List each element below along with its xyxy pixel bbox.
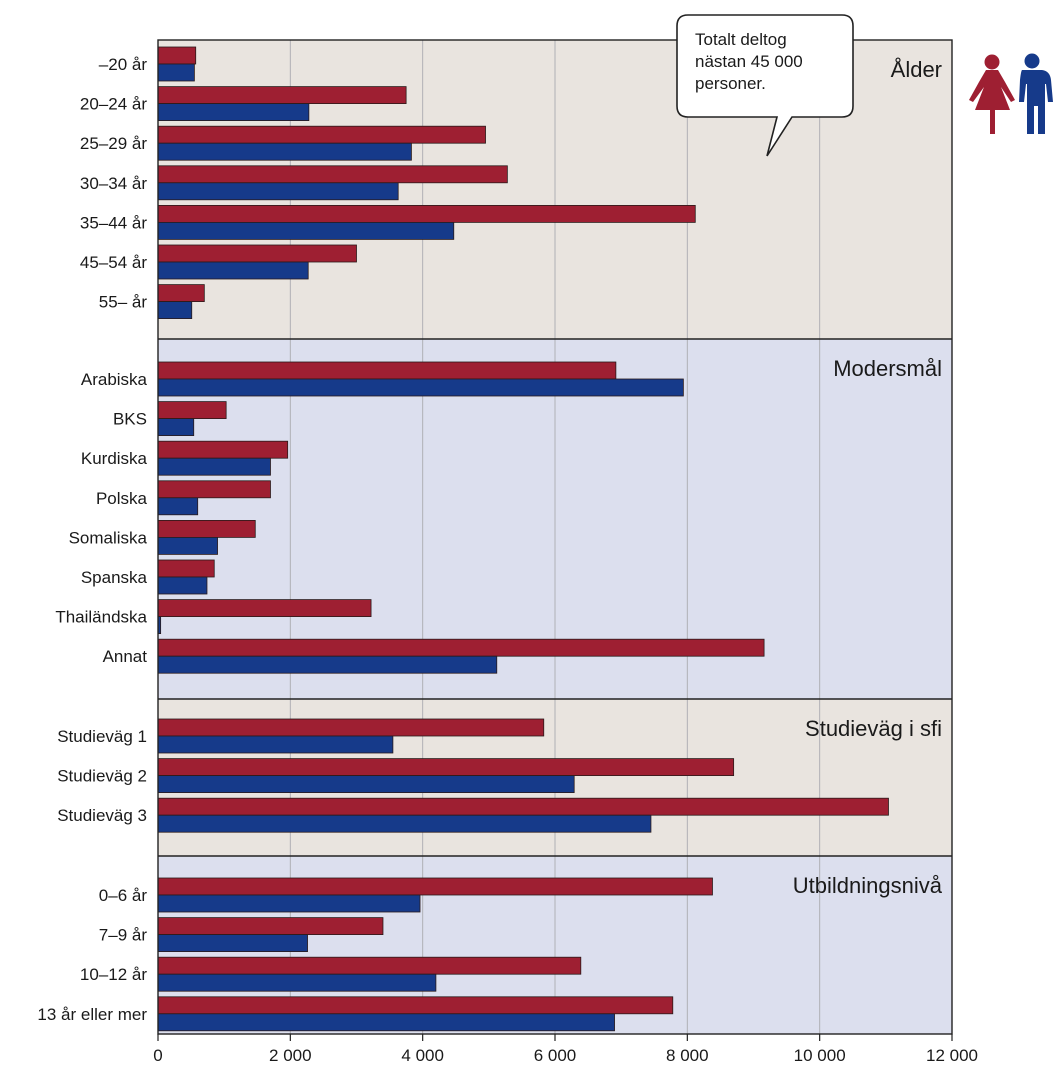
bar-men (157, 973, 437, 992)
bar-men (157, 934, 308, 952)
bar-men (157, 142, 412, 161)
bar-women (157, 125, 486, 144)
category-label: –20 år (99, 55, 148, 74)
bar-women (157, 877, 713, 896)
category-label: Studieväg 1 (57, 727, 147, 746)
x-tick-label: 2 000 (269, 1046, 312, 1065)
bar-men (157, 418, 195, 437)
bar-women (157, 559, 215, 578)
category-label: BKS (113, 410, 147, 429)
callout-bubble-shape (676, 14, 854, 157)
bar-women (157, 480, 271, 499)
bar-men (157, 378, 684, 397)
bar-men (157, 655, 498, 674)
category-labels: –20 år 20–24 år 25–29 år 30–34 år 35–44 år 45… (37, 55, 147, 1024)
category-label: Somaliska (69, 528, 148, 547)
bar-women (157, 520, 256, 538)
category-label: 13 år eller mer (37, 1005, 147, 1024)
bar-women (157, 244, 357, 263)
callout-line: Totalt deltog (695, 30, 787, 49)
bar-women (157, 917, 384, 935)
bar-women (157, 797, 889, 816)
bar-men (157, 221, 455, 240)
category-label: Studieväg 3 (57, 806, 147, 825)
bar-women (157, 718, 545, 737)
category-label: 55– år (99, 293, 148, 312)
bar-men (157, 63, 195, 82)
callout-line: personer. (695, 74, 766, 93)
bar-women (157, 284, 205, 303)
bar-men (157, 576, 208, 595)
panel-titles: Ålder Modersmål Studieväg i sfi Utbildnings… (793, 57, 943, 898)
bar-women (157, 956, 582, 975)
bar-men (157, 1013, 615, 1032)
man-icon (1019, 53, 1053, 134)
bar-women (157, 440, 289, 459)
category-label: 25–29 år (80, 134, 147, 153)
bar-women (157, 204, 696, 223)
x-tick-label: 10 000 (794, 1046, 846, 1065)
bar-women (157, 599, 372, 617)
callout: Totalt deltog nästan 45 000 personer. (677, 15, 853, 117)
bar-men (157, 537, 218, 555)
bar-men (157, 261, 309, 280)
x-tick-label: 12 000 (926, 1046, 978, 1065)
bars (157, 46, 889, 1032)
x-tick-label: 4 000 (401, 1046, 444, 1065)
category-label: 35–44 år (80, 213, 147, 232)
bar-men (157, 182, 399, 201)
category-label: Arabiska (81, 370, 148, 389)
bar-women (157, 361, 617, 380)
x-axis: 0 2 000 4 000 6 000 8 000 10 000 12 000 (153, 1034, 978, 1065)
bar-women (157, 165, 508, 184)
bar-women (157, 996, 674, 1015)
category-label: 10–12 år (80, 965, 147, 984)
category-label: 30–34 år (80, 174, 147, 193)
woman-icon (969, 54, 1015, 134)
x-tick-label: 8 000 (666, 1046, 709, 1065)
category-label: Polska (96, 489, 148, 508)
bar-men (157, 497, 199, 516)
category-label: Kurdiska (81, 449, 148, 468)
bar-men (157, 735, 394, 754)
category-label: Spanska (81, 568, 148, 587)
category-label: Annat (103, 647, 148, 666)
panel-title: Ålder (891, 57, 942, 82)
panel-title: Utbildningsnivå (793, 873, 943, 898)
x-tick-label: 0 (153, 1046, 162, 1065)
bar-women (157, 86, 407, 104)
bar-men (157, 301, 193, 320)
bar-women (157, 46, 197, 65)
panel-title: Modersmål (833, 356, 942, 381)
bar-men (157, 894, 421, 913)
bar-men (157, 814, 652, 833)
category-label: 45–54 år (80, 253, 147, 272)
x-tick-label: 6 000 (534, 1046, 577, 1065)
bar-men (157, 775, 575, 793)
category-label: 20–24 år (80, 95, 147, 114)
category-label: Thailändska (55, 608, 147, 627)
bar-men (157, 457, 271, 476)
category-label: Studieväg 2 (57, 767, 147, 786)
bar-women (157, 638, 765, 657)
category-label: 7–9 år (99, 926, 148, 945)
bar-men (157, 103, 310, 121)
bar-women (157, 758, 735, 776)
bar-women (157, 401, 227, 420)
category-label: 0–6 år (99, 886, 148, 905)
panel-title: Studieväg i sfi (805, 716, 942, 741)
callout-line: nästan 45 000 (695, 52, 803, 71)
